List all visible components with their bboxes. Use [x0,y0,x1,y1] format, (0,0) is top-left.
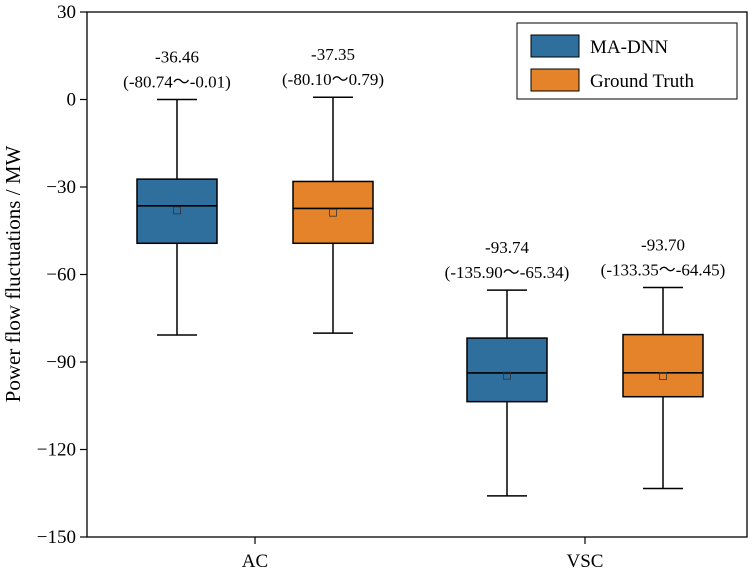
median-annotation: -93.70 [641,235,685,254]
x-axis-ticks: AC VSC [242,537,604,572]
median-annotation: -36.46 [155,48,199,67]
legend-label-ground-truth: Ground Truth [590,71,694,92]
y-tick-label: −120 [37,440,76,461]
box-ma-dnn-ac [136,98,218,336]
mean-marker [503,371,511,380]
legend-swatch-ma-dnn [530,34,580,58]
iqr-box [466,337,548,403]
legend-swatch-ground-truth [530,68,580,92]
legend-label-ma-dnn: MA-DNN [590,37,668,58]
y-tick-label: −60 [46,265,76,286]
mean-marker [173,206,181,215]
x-tick-label: VSC [567,551,604,572]
boxes-layer [136,96,704,497]
x-tick-label: AC [242,551,268,572]
y-tick-label: 30 [57,2,76,23]
median-annotation: -93.74 [485,238,529,257]
median-annotation: -37.35 [311,45,355,64]
y-axis-label: Power flow fluctuations / MW [1,146,25,403]
range-annotation: (-133.35～-64.45) [601,260,726,279]
range-annotation: (-80.10～0.79) [282,70,384,89]
legend: MA-DNN Ground Truth [516,22,738,100]
y-tick-label: −150 [37,527,76,548]
y-tick-label: −30 [46,177,76,198]
mean-marker [329,208,337,217]
iqr-box [136,178,218,245]
annotations-layer: -36.46 (-80.74～-0.01) -93.74 (-135.90～-65.3… [123,45,725,282]
y-tick-label: −90 [46,352,76,373]
iqr-box [622,333,704,398]
y-tick-label: 0 [67,90,77,111]
iqr-box [292,180,374,245]
range-annotation: (-80.74～-0.01) [123,73,231,92]
box-ground-truth-vsc [622,286,704,490]
mean-marker [659,372,667,380]
box-ground-truth-ac [292,96,374,334]
range-annotation: (-135.90～-65.34) [445,263,570,282]
box-ma-dnn-vsc [466,289,548,497]
y-axis-ticks: 30 0 −30 −60 −90 −120 −150 [37,2,87,548]
